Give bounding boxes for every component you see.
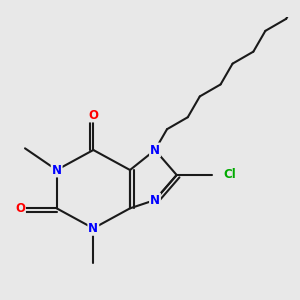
Text: N: N	[150, 143, 160, 157]
Text: N: N	[88, 222, 98, 235]
Text: N: N	[52, 164, 62, 176]
Text: Cl: Cl	[223, 169, 236, 182]
Text: N: N	[150, 194, 160, 206]
Text: O: O	[15, 202, 25, 215]
Text: O: O	[88, 109, 98, 122]
